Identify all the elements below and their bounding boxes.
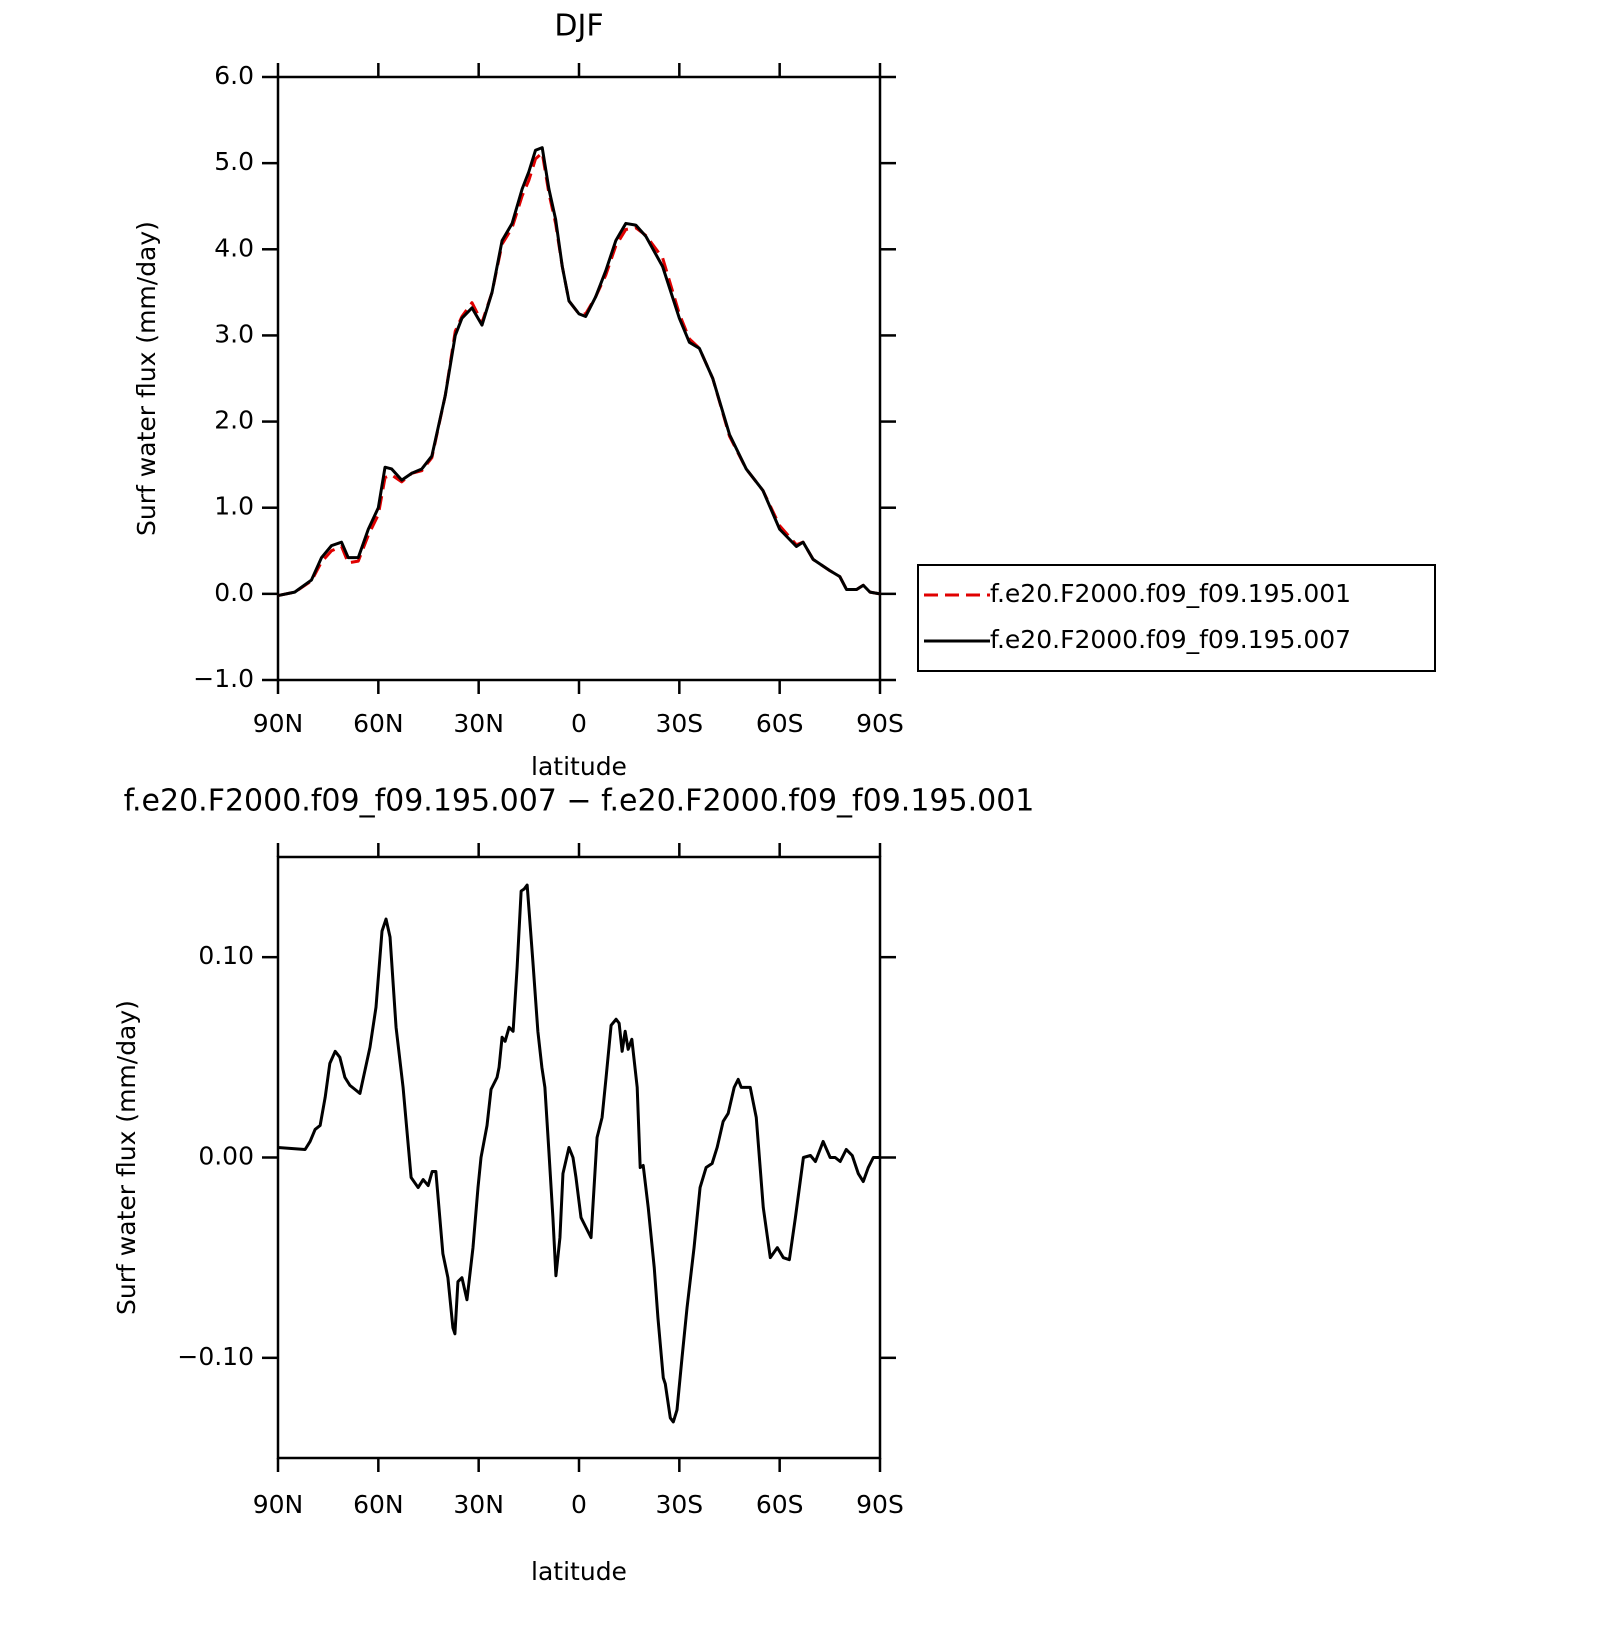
- chart-title: f.e20.F2000.f09_f09.195.007 − f.e20.F200…: [124, 784, 1035, 819]
- y-tick-label: 6.0: [214, 61, 254, 90]
- y-tick-label: 2.0: [214, 406, 254, 435]
- x-tick-label: 60N: [353, 1490, 404, 1519]
- x-tick-label: 60S: [756, 1490, 804, 1519]
- x-tick-label: 30N: [453, 709, 504, 738]
- x-tick-label: 0: [571, 1490, 587, 1519]
- x-tick-label: 0: [571, 709, 587, 738]
- y-tick-label: 5.0: [214, 147, 254, 176]
- x-tick-label: 60S: [756, 709, 804, 738]
- x-tick-label: 90N: [253, 1490, 304, 1519]
- y-tick-label: −1.0: [193, 664, 254, 693]
- series-line: [277, 146, 881, 598]
- x-tick-label: 30S: [655, 1490, 703, 1519]
- legend-box: [917, 564, 1436, 672]
- x-tick-label: 30S: [655, 709, 703, 738]
- plot-frame: [276, 855, 882, 1460]
- x-axis-label: latitude: [531, 752, 627, 781]
- y-tick-label: 0.10: [198, 941, 254, 970]
- y-tick-label: 4.0: [214, 233, 254, 262]
- x-tick-label: 90S: [856, 709, 904, 738]
- x-tick-label: 90N: [253, 709, 304, 738]
- y-tick-label: 0.00: [198, 1142, 254, 1171]
- legend-text: f.e20.F2000.f09_f09.195.007: [990, 625, 1351, 654]
- chart-title: DJF: [554, 9, 603, 44]
- x-tick-label: 30N: [453, 1490, 504, 1519]
- x-tick-label: 60N: [353, 709, 404, 738]
- y-tick-label: 0.0: [214, 578, 254, 607]
- y-tick-label: 1.0: [214, 492, 254, 521]
- x-axis-label: latitude: [531, 1557, 627, 1586]
- y-axis-label: Surf water flux (mm/day): [112, 1000, 141, 1315]
- y-axis-label: Surf water flux (mm/day): [132, 221, 161, 536]
- x-tick-label: 90S: [856, 1490, 904, 1519]
- legend-text: f.e20.F2000.f09_f09.195.001: [990, 579, 1351, 608]
- y-tick-label: −0.10: [177, 1342, 254, 1371]
- y-tick-label: 3.0: [214, 319, 254, 348]
- series-line: [277, 883, 880, 1424]
- plot-frame: [276, 75, 882, 682]
